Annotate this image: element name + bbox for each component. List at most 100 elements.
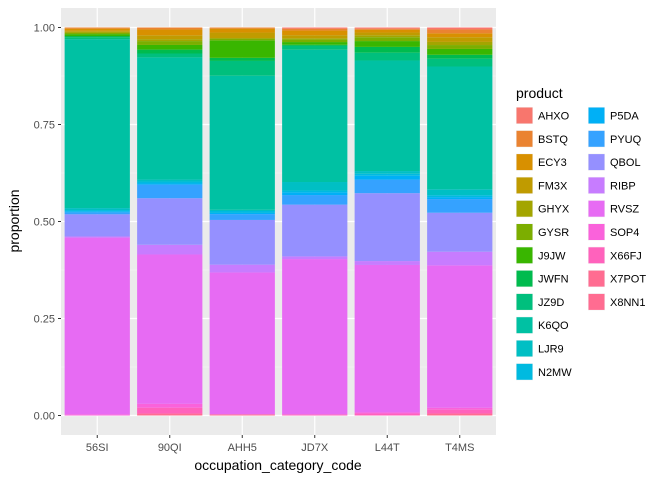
bar-segment-qbol [427,212,493,252]
x-tick-label: JD7X [301,442,329,454]
legend-label-ahxo: AHXO [538,111,570,123]
bar-segment-rvsz [282,259,348,415]
bar-segment-k6qo [282,49,348,183]
legend-title: product [516,85,563,101]
legend-key-gysr [516,224,533,240]
bar-segment-sop4 [354,412,420,414]
bar-segment-p5da [427,197,493,200]
bar-segment-x66fj [354,413,420,416]
legend-key-p5da [588,107,605,124]
bar-segment-n2mw [64,210,130,212]
bar-segment-fm3x [282,35,348,39]
x-tick-label: T4MS [445,442,474,454]
bar-segment-j9jw [209,40,275,58]
bar-segment-pyuq [427,199,493,213]
bar-segment-rvsz [137,254,203,404]
bar-segment-jwfn [209,57,275,61]
bar-segment-k6qo [354,60,420,172]
bar-segment-ecy3 [209,28,275,33]
bar-segment-gysr [427,45,493,49]
y-axis: 0.00 0.25 0.50 0.75 1.00 [34,23,61,423]
bar-segment-k6qo [427,66,493,190]
bar-segment-ahxo [354,27,420,29]
bar-segment-jwfn [137,49,203,54]
bar-segment-jz9d [209,60,275,76]
legend-label-qbol: QBOL [610,157,641,169]
legend-key-pyuq [588,130,605,147]
y-tick-label: 0.25 [34,314,55,326]
bar-segment-x66fj [282,414,348,416]
bar-segment-ecy3 [137,29,203,36]
y-tick-label: 0.00 [34,411,55,423]
legend-label-j9jw: J9JW [538,250,566,262]
bar-segment-ljr9 [282,182,348,191]
bar-segment-ecy3 [64,28,130,31]
bar-segment-rvsz [64,237,130,415]
bar-segment-ghyx [354,35,420,38]
bar-segment-sop4 [64,414,130,416]
legend-key-rvsz [588,200,605,217]
bar-segment-p5da [64,211,130,213]
bar-segment-sop4 [427,407,493,410]
legend-key-k6qo [516,317,533,334]
legend-key-ahxo [516,107,533,124]
bar-segment-j9jw [64,34,130,37]
bar-segment-n2mw [354,173,420,176]
bar-segment-qbol [209,219,275,265]
y-axis-title: proportion [6,189,22,252]
bar-segment-qbol [137,198,203,245]
bar-segment-pyuq [209,214,275,220]
bar-segment-x7pot [209,414,275,416]
bar-segment-bstq [354,28,420,30]
bar-segment-jz9d [282,45,348,50]
bar-segment-pyuq [354,179,420,194]
bar-segment-rvsz [209,272,275,415]
legend-key-ljr9 [516,340,533,357]
bar-segment-k6qo [137,57,203,180]
bar-segment-jwfn [427,54,493,59]
bar-segment-ribp [354,261,420,265]
legend-key-sop4 [588,224,605,240]
bar-segment-jwfn [64,36,130,38]
bar-segment-qbol [354,193,420,262]
legend-key-fm3x [516,177,533,194]
bar-segment-ahxo [427,27,493,30]
bar-segment-gysr [137,41,203,45]
bar-segment-ghyx [64,31,130,33]
bar-segment-fm3x [64,30,130,32]
legend-key-ghyx [516,200,533,217]
bar-segment-ghyx [137,39,203,42]
bar-segment-p5da [137,183,203,185]
legend-key-bstq [516,130,533,147]
legend-key-jz9d [516,293,533,310]
legend-label-pyuq: PYUQ [610,134,642,146]
bar-segment-sop4 [137,403,203,408]
bar-segment-j9jw [137,44,203,50]
legend-key-qbol [588,154,605,171]
bar-segment-rvsz [354,264,420,413]
bar-segment-j9jw [282,42,348,45]
bar-segment-bstq [137,27,203,30]
legend-label-ghyx: GHYX [538,204,570,216]
y-tick-label: 1.00 [34,23,55,35]
bar-segment-n2mw [209,211,275,213]
bar-segment-pyuq [137,184,203,199]
bar-segment-n2mw [137,181,203,184]
bar-segment-jz9d [64,37,130,40]
bar-segment-pyuq [282,195,348,205]
bar-segment-gysr [282,39,348,43]
legend-label-fm3x: FM3X [538,180,568,192]
bar-segment-j9jw [427,48,493,55]
bar-segment-p5da [209,212,275,215]
bar-segment-ribp [64,236,130,238]
bar-segment-k6qo [209,75,275,210]
bar-segment-jwfn [354,46,420,53]
bar-segment-bstq [64,27,130,29]
legend-key-x7pot [588,270,605,287]
bar-segment-pyuq [64,212,130,215]
bar-segment-gysr [209,38,275,41]
legend-label-x8nn1: X8NN1 [610,297,645,309]
legend-label-ecy3: ECY3 [538,157,567,169]
legend-label-p5da: P5DA [610,111,639,123]
legend-label-k6qo: K6QO [538,320,569,332]
